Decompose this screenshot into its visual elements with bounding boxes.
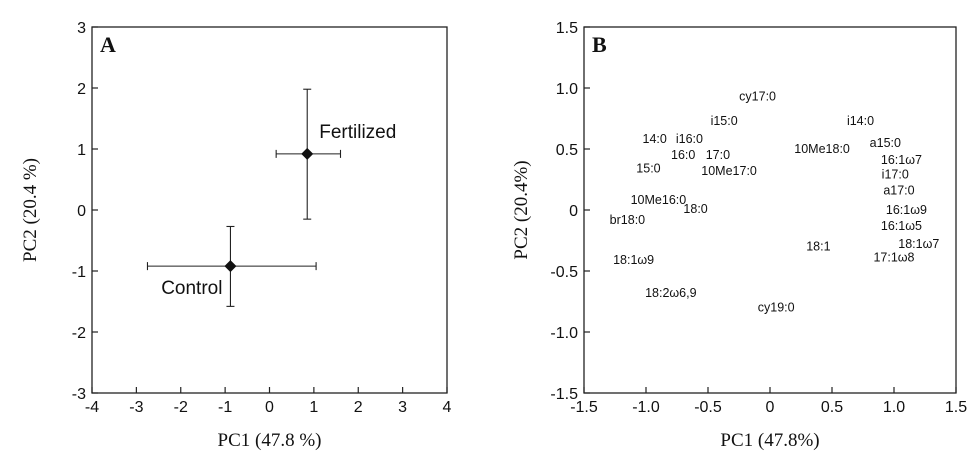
loading-label: 18:0 [683, 202, 707, 216]
loading-label: 15:0 [636, 162, 660, 176]
loading-label: i16:0 [676, 132, 703, 146]
x-tick-label: 0 [265, 399, 274, 416]
y-tick-label: 2 [77, 81, 86, 98]
loading-label: 18:1 [806, 240, 830, 254]
loading-label: 17:0 [706, 148, 730, 162]
y-tick-label: -1.0 [550, 325, 578, 342]
loading-label: 18:1ω7 [898, 237, 939, 251]
y-tick-label: 1 [77, 142, 86, 159]
point-label: Fertilized [319, 122, 396, 143]
loading-label: cy17:0 [739, 90, 776, 104]
x-tick-label: -3 [129, 399, 143, 416]
loading-label: 18:1ω9 [613, 253, 654, 267]
y-axis-label: PC2 (20.4 %) [20, 158, 41, 262]
x-tick-label: -1 [218, 399, 232, 416]
y-tick-label: 0 [569, 203, 578, 220]
x-tick-label: 0.5 [821, 399, 843, 416]
data-point-diamond [224, 260, 237, 273]
loading-label: i17:0 [882, 168, 909, 182]
loading-label: 10Me16:0 [631, 193, 687, 207]
x-axis-label: PC1 (47.8 %) [218, 430, 322, 451]
x-tick-label: 3 [398, 399, 407, 416]
panel-letter: B [592, 32, 607, 57]
y-tick-label: 0.5 [556, 142, 578, 159]
y-tick-label: -1.5 [550, 386, 578, 403]
x-tick-label: -1.5 [570, 399, 598, 416]
panel-b: -1.5 -1.0 -0.5 0 0.5 1.0 1.5 -1.5 -1.0 -0.5 0 0.5 1.… [511, 20, 967, 451]
loading-label: 10Me18:0 [794, 142, 850, 156]
plot-frame [91, 26, 448, 394]
y-tick-label: 3 [77, 20, 86, 37]
loading-label: br18:0 [610, 213, 645, 227]
loading-label: 17:1ω8 [873, 251, 914, 265]
y-tick-label: 0 [77, 203, 86, 220]
x-tick-label: 1.5 [945, 399, 967, 416]
x-tick-label: 1 [309, 399, 318, 416]
x-tick-label: 4 [443, 399, 452, 416]
data-point-diamond [301, 147, 314, 160]
loading-label: 16:1ω9 [886, 203, 927, 217]
x-tick-label: 2 [354, 399, 363, 416]
y-tick-label: -3 [72, 386, 86, 403]
loading-label: 18:2ω6,9 [645, 286, 697, 300]
loading-label: cy19:0 [758, 301, 795, 315]
loading-label: 16:1ω7 [881, 153, 922, 167]
x-tick-label: -4 [85, 399, 99, 416]
y-tick-label: -2 [72, 325, 86, 342]
x-tick-label: -2 [174, 399, 188, 416]
loading-label: a17:0 [883, 183, 914, 197]
x-tick-label: 0 [766, 399, 775, 416]
y-tick-label: 1.5 [556, 20, 578, 37]
x-axis-label: PC1 (47.8%) [720, 430, 819, 451]
y-tick-label: -0.5 [550, 264, 578, 281]
loading-label: 14:0 [643, 132, 667, 146]
y-axis-label: PC2 (20.4%) [511, 160, 532, 259]
x-tick-label: -1.0 [632, 399, 660, 416]
x-tick-label: 1.0 [883, 399, 905, 416]
y-tick-label: 1.0 [556, 81, 578, 98]
point-label: Control [161, 278, 222, 299]
y-tick-label: -1 [72, 264, 86, 281]
loading-label: 16:0 [671, 148, 695, 162]
loading-label: i14:0 [847, 114, 874, 128]
loading-label: 10Me17:0 [701, 164, 757, 178]
loading-label: 16:1ω5 [881, 219, 922, 233]
loading-label: a15:0 [870, 136, 901, 150]
x-tick-label: -0.5 [694, 399, 722, 416]
loading-label: i15:0 [711, 114, 738, 128]
panel-letter: A [100, 32, 116, 57]
